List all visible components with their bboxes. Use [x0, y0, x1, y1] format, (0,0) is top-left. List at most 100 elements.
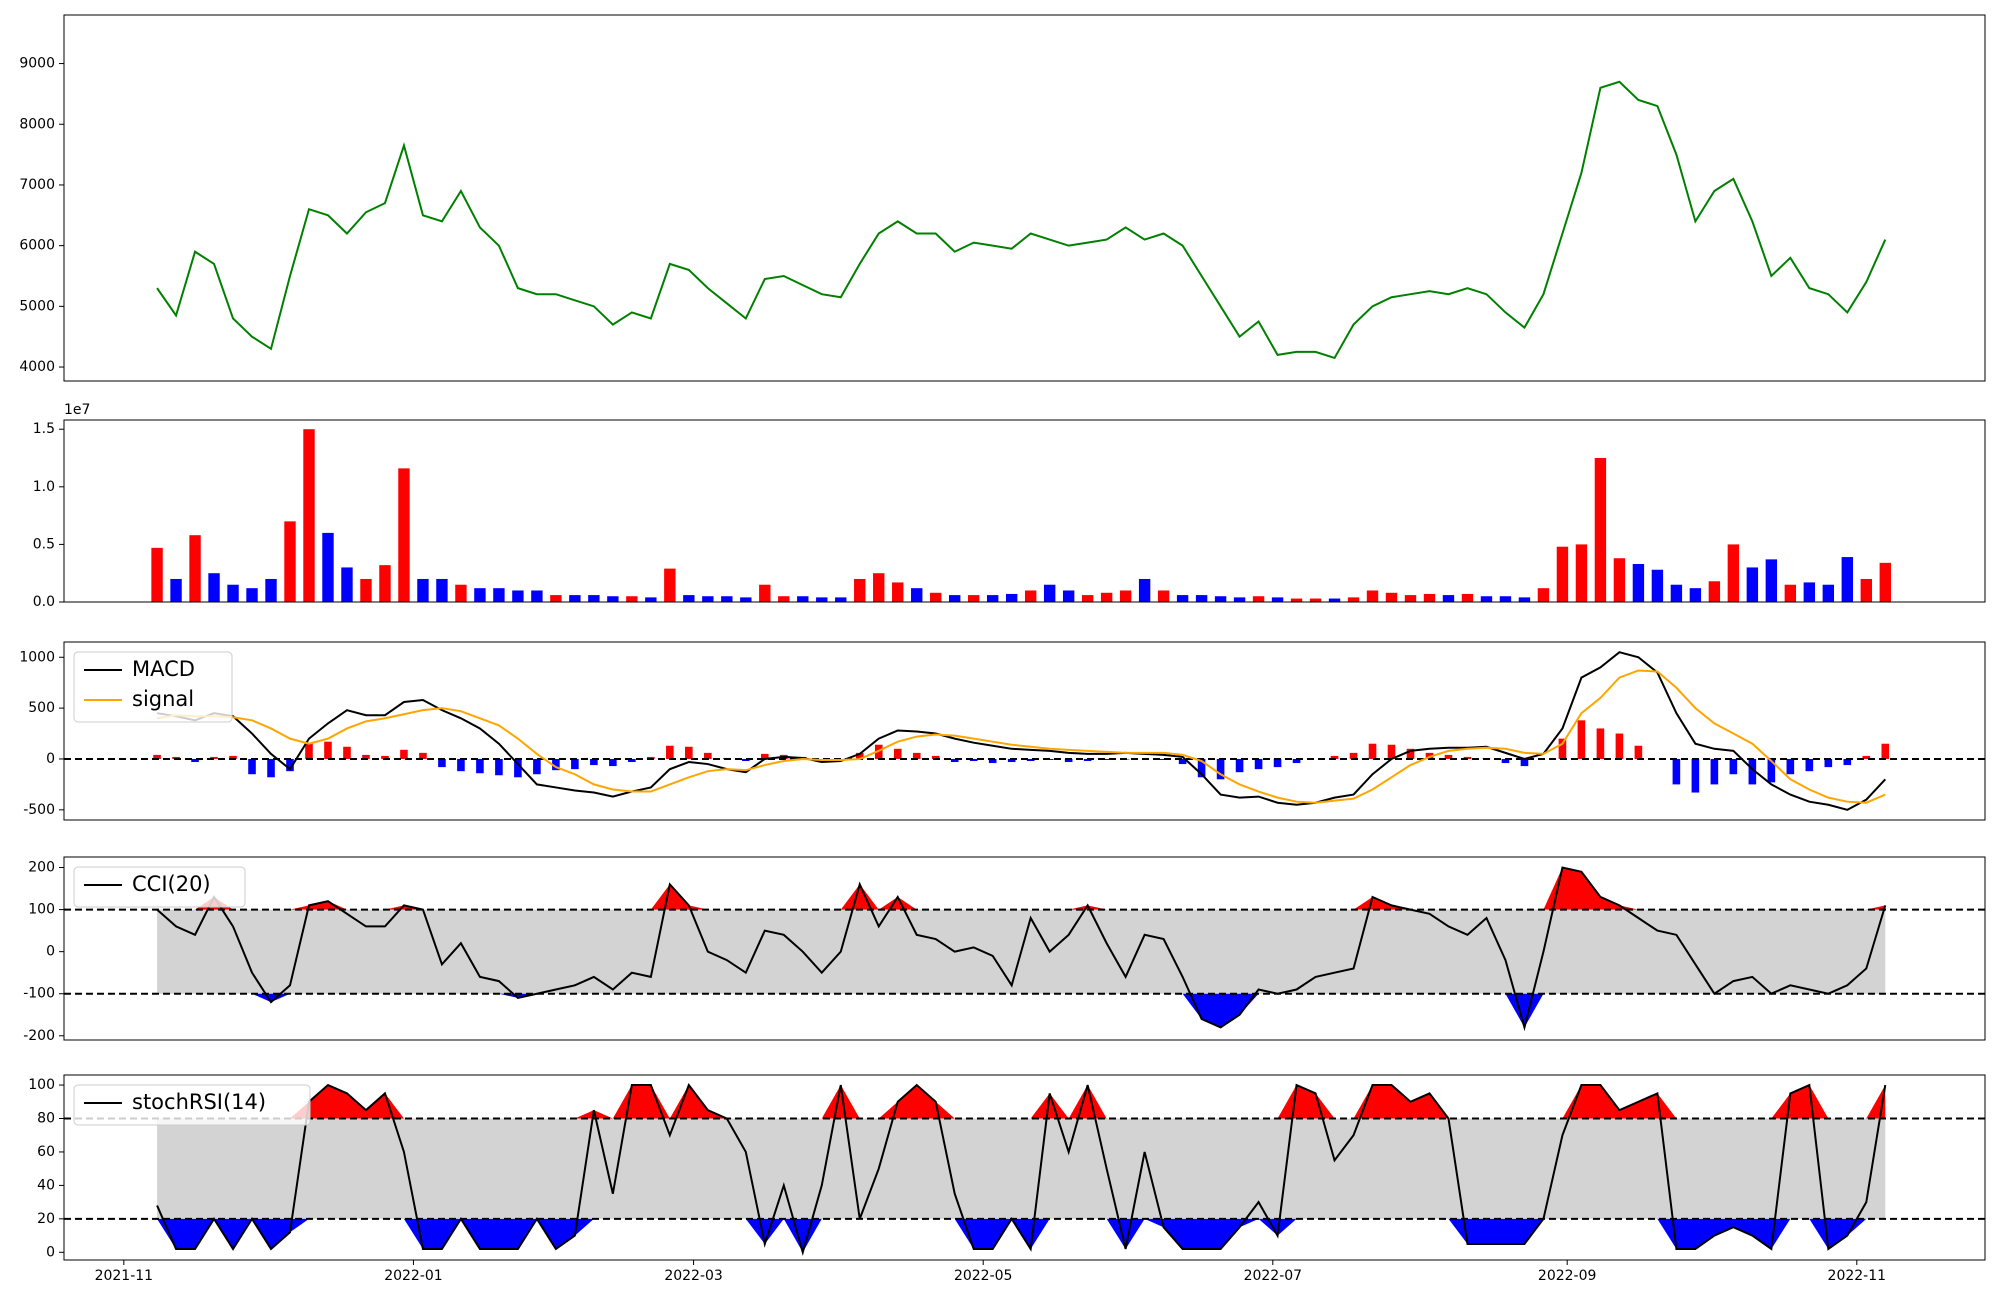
- bar: [721, 596, 733, 602]
- bar: [303, 429, 315, 602]
- x-tick-label: 2022-11: [1828, 1268, 1887, 1284]
- histogram-bar: [343, 746, 351, 759]
- bar: [1822, 584, 1835, 602]
- histogram-bar: [1064, 758, 1073, 763]
- bar: [797, 596, 809, 602]
- bar: [1233, 597, 1246, 602]
- histogram-bar: [286, 758, 294, 772]
- bar: [360, 578, 372, 602]
- y-tick-label: 80: [37, 1110, 55, 1126]
- bar: [1613, 558, 1626, 602]
- histogram-bar: [685, 746, 693, 759]
- bar: [493, 588, 505, 602]
- histogram-bar: [1691, 758, 1700, 793]
- panel-frame: [63, 14, 1986, 382]
- histogram-bar: [1862, 755, 1871, 759]
- histogram-bar: [1672, 758, 1681, 785]
- bar: [986, 595, 999, 602]
- histogram-bar: [1805, 758, 1814, 772]
- bar: [1727, 544, 1740, 602]
- bar: [322, 532, 334, 602]
- histogram-bar: [552, 758, 560, 771]
- bar: [379, 565, 391, 602]
- panel: 4000 5000 6000 7000 8000 9000: [19, 14, 1986, 382]
- bar: [1423, 593, 1436, 602]
- y-tick-label: -200: [23, 1028, 55, 1044]
- histogram-bar: [172, 756, 180, 759]
- bar: [284, 521, 296, 602]
- bar: [1708, 581, 1721, 602]
- histogram-bar: [210, 756, 218, 759]
- histogram-bar: [1615, 733, 1624, 759]
- bar: [1404, 595, 1417, 602]
- histogram-bar: [1843, 758, 1852, 766]
- histogram-bar: [1786, 758, 1795, 775]
- bar: [1366, 590, 1379, 602]
- y-tick-label: 0.0: [33, 594, 55, 610]
- bar: [1195, 595, 1208, 602]
- overbought-fill: [157, 1085, 1886, 1119]
- bar: [683, 595, 695, 602]
- bar: [949, 595, 961, 602]
- histogram-bar: [1406, 748, 1415, 759]
- y-tick-label: 0.5: [33, 536, 55, 552]
- bar: [531, 590, 543, 602]
- bar: [1138, 578, 1151, 602]
- panel: 0 20 40 60 80 100 2021-11 2022-01 2022-03 2022-05…: [28, 1074, 1986, 1284]
- histogram-bar: [457, 758, 465, 772]
- panel-frame: [63, 1074, 1986, 1261]
- legend-label: stochRSI(14): [132, 1090, 266, 1114]
- bar: [512, 590, 524, 602]
- legend: MACD signal: [73, 651, 233, 723]
- histogram-bar: [305, 742, 313, 759]
- bar: [1784, 584, 1797, 602]
- panel: -200 -100 0 100 200 CCI(20): [23, 856, 1986, 1044]
- bar: [1556, 546, 1569, 602]
- bar: [892, 582, 904, 602]
- histogram-bar: [495, 758, 503, 776]
- line: [156, 1082, 1887, 1256]
- bar: [1746, 567, 1759, 602]
- legend: CCI(20): [73, 866, 246, 908]
- histogram-bar: [1710, 758, 1719, 785]
- y-tick-label: 8000: [19, 116, 55, 132]
- histogram-bar: [1387, 744, 1396, 759]
- bar: [1385, 592, 1398, 602]
- bar: [1803, 582, 1816, 602]
- x-tick-label: 2022-05: [954, 1268, 1013, 1284]
- bar: [1252, 596, 1265, 602]
- line: [156, 651, 1887, 811]
- bar: [1100, 592, 1113, 602]
- histogram-bar: [1748, 758, 1757, 785]
- histogram-bar: [248, 758, 256, 775]
- bar: [702, 596, 714, 602]
- oversold-fill: [157, 1218, 1886, 1253]
- histogram-bar: [1558, 738, 1567, 759]
- bar: [550, 595, 562, 602]
- histogram-bar: [1463, 756, 1472, 759]
- bar: [1442, 595, 1455, 602]
- histogram-bar: [514, 758, 522, 778]
- bar: [246, 588, 258, 602]
- histogram-bar: [1634, 745, 1643, 759]
- histogram-bar: [1824, 758, 1833, 768]
- bar: [1214, 596, 1227, 602]
- bar: [1670, 584, 1683, 602]
- line: [156, 80, 1887, 360]
- bar: [835, 597, 847, 602]
- bar: [1328, 598, 1341, 602]
- histogram-bar: [1881, 743, 1890, 759]
- bar: [1860, 578, 1872, 602]
- bar: [607, 596, 619, 602]
- bar: [854, 578, 866, 602]
- histogram-bar: [1520, 758, 1529, 767]
- bar: [1271, 597, 1284, 602]
- y-tick-label: 5000: [19, 298, 55, 314]
- histogram-bar: [1444, 754, 1453, 759]
- bar: [189, 535, 201, 602]
- histogram-bar: [400, 749, 408, 759]
- bar: [417, 578, 429, 602]
- histogram-bar: [1349, 752, 1358, 759]
- histogram-bar: [1007, 758, 1016, 763]
- histogram-bar: [362, 754, 370, 759]
